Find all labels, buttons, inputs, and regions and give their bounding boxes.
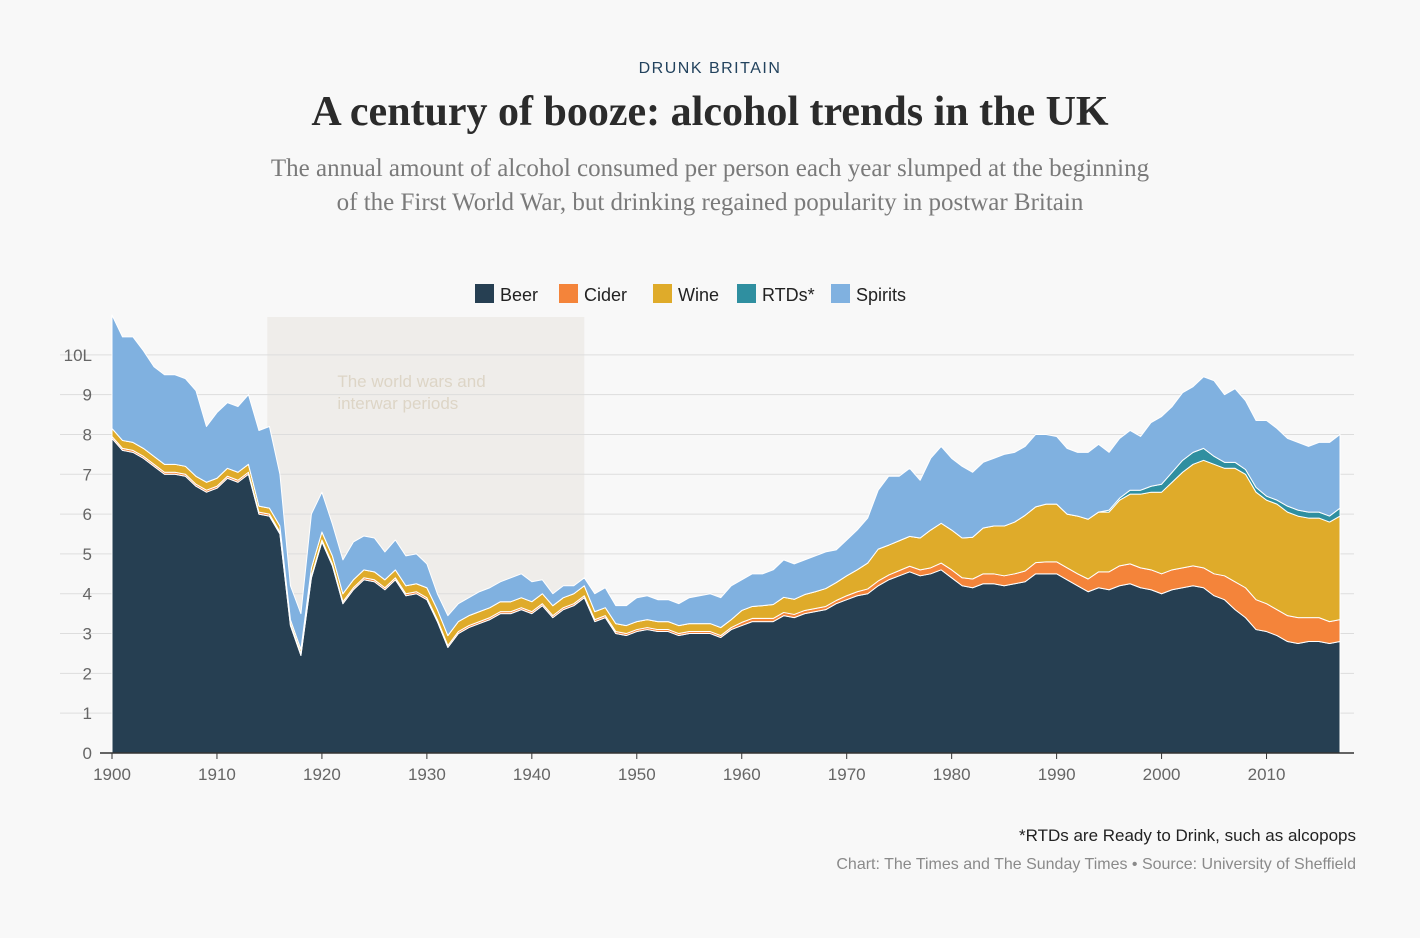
annotation-text: interwar periods [337, 394, 458, 413]
x-tick-label: 1990 [1038, 765, 1076, 784]
legend-label: Beer [500, 285, 538, 305]
y-tick-label: 2 [83, 664, 92, 683]
legend-swatch [559, 284, 578, 303]
x-tick-label: 1920 [303, 765, 341, 784]
legend-swatch [475, 284, 494, 303]
legend-swatch [737, 284, 756, 303]
y-tick-label: 8 [83, 425, 92, 444]
y-tick-label: 7 [83, 465, 92, 484]
y-tick-label: 6 [83, 505, 92, 524]
x-tick-label: 1940 [513, 765, 551, 784]
legend-label: Wine [678, 285, 719, 305]
x-tick-label: 1960 [723, 765, 761, 784]
area-4 [111, 314, 1341, 650]
chart-title: A century of booze: alcohol trends in th… [311, 89, 1109, 135]
legend-label: RTDs* [762, 285, 815, 305]
x-tick-label: 2000 [1143, 765, 1181, 784]
legend-swatch [653, 284, 672, 303]
x-tick-label: 1980 [933, 765, 971, 784]
legend-label: Cider [584, 285, 627, 305]
legend-swatch [831, 284, 850, 303]
x-tick-label: 1950 [618, 765, 656, 784]
legend: Beer Cider Wine RTDs* Spirits [475, 284, 906, 305]
x-tick-label: 1930 [408, 765, 446, 784]
credit: Chart: The Times and The Sunday Times • … [836, 856, 1356, 873]
y-tick-label: 0 [83, 744, 92, 763]
y-tick-label: 9 [83, 386, 92, 405]
kicker: DRUNK BRITAIN [638, 60, 782, 77]
x-tick-label: 1910 [198, 765, 236, 784]
y-tick-label: 5 [83, 545, 92, 564]
annotation-text: The world wars and [337, 372, 485, 391]
y-tick-label: 10L [64, 346, 92, 365]
footnote: *RTDs are Ready to Drink, such as alcopo… [1018, 826, 1356, 845]
y-tick-label: 1 [83, 704, 92, 723]
y-tick-label: 3 [83, 625, 92, 644]
x-tick-label: 1900 [93, 765, 131, 784]
y-tick-label: 4 [83, 585, 92, 604]
legend-label: Spirits [856, 285, 906, 305]
x-tick-label: 2010 [1248, 765, 1286, 784]
chart-subtitle: The annual amount of alcohol consumed pe… [270, 155, 1150, 216]
x-tick-label: 1970 [828, 765, 866, 784]
